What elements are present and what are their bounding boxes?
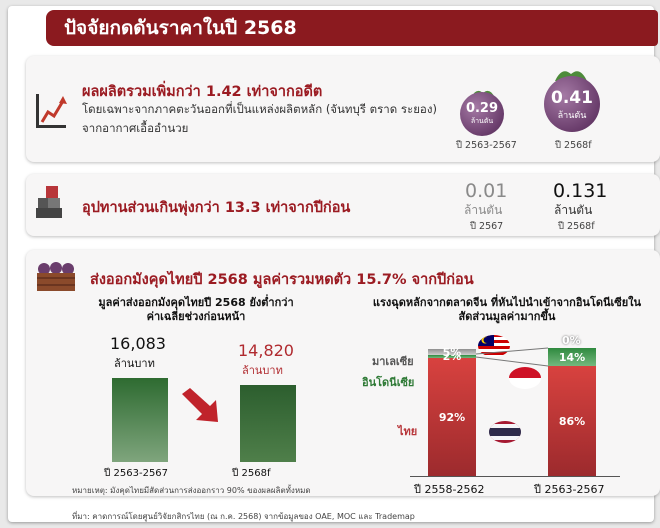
export-bar xyxy=(112,378,168,462)
down-arrow-icon xyxy=(180,388,224,428)
growth-chart-icon xyxy=(34,92,68,134)
page-title: ปัจจัยกดดันราคาในปี 2568 xyxy=(46,10,658,46)
production-body: โดยเฉพาะจากภาคตะวันออกที่เป็นแหล่งผลิตหล… xyxy=(82,102,437,135)
supply-past-unit: ล้านตัน xyxy=(464,203,503,217)
production-headline: ผลผลิตรวมเพิ่มกว่า 1.42 เท่าจากอดีต xyxy=(82,84,323,100)
export-left-title: มูลค่าส่งออกมังคุดไทยปี 2568 ยังต่ำกว่าค… xyxy=(98,296,294,323)
country-label: มาเลเซีย xyxy=(372,355,414,368)
stacked-bar: 86% 14% xyxy=(548,348,596,476)
thailand-flag-icon xyxy=(488,420,522,448)
indonesia-flag-icon xyxy=(508,366,542,394)
supply-current-period: ปี 2568f xyxy=(558,221,595,232)
source-note: ที่มา: คาดการณ์โดยศูนย์วิจัยกสิกรไทย (ณ … xyxy=(72,512,415,521)
export-note: หมายเหตุ: มังคุดไทยมีสัดส่วนการส่งออกราว… xyxy=(72,486,311,495)
export-bar xyxy=(240,385,296,462)
stacked-segment: 92% xyxy=(428,358,476,476)
production-current-period: ปี 2568f xyxy=(555,140,592,151)
export-right-title: แรงฉุดหลักจากตลาดจีน ที่หันไปนำเข้าจากอิ… xyxy=(372,296,642,323)
export-bar-value: 14,820 xyxy=(238,341,294,360)
share-x-tick: ปี 2558-2562 xyxy=(414,483,485,496)
production-past-value: 0.29 xyxy=(465,101,499,116)
production-current-unit: ล้านตัน xyxy=(557,111,587,121)
supply-current-unit: ล้านตัน xyxy=(554,203,593,217)
stacked-bar: 92% 2% 5% xyxy=(428,346,476,476)
supply-card xyxy=(26,174,660,236)
supply-headline: อุปทานส่วนเกินพุ่งกว่า 13.3 เท่าจากปีก่อ… xyxy=(82,200,351,216)
fruit-crate-icon xyxy=(36,262,76,296)
export-x-tick: ปี 2568f xyxy=(232,468,271,479)
export-x-tick: ปี 2563-2567 xyxy=(104,468,169,479)
export-bar-unit: ล้านบาท xyxy=(114,357,155,370)
export-bar-value: 16,083 xyxy=(110,334,166,353)
share-axis xyxy=(410,476,620,477)
surplus-boxes-icon xyxy=(36,186,64,224)
supply-past-value: 0.01 xyxy=(465,180,508,202)
stacked-segment: 14% xyxy=(548,348,596,366)
country-label: อินโดนีเซีย xyxy=(362,376,415,389)
country-label: ไทย xyxy=(398,425,418,438)
production-past-period: ปี 2563-2567 xyxy=(456,140,517,151)
supply-current-value: 0.131 xyxy=(553,180,608,202)
stacked-segment: 86% xyxy=(548,366,596,476)
export-headline: ส่งออกมังคุดไทยปี 2568 มูลค่ารวมหดตัว 15… xyxy=(90,272,474,288)
production-current-value: 0.41 xyxy=(551,88,593,108)
malaysia-flag-icon xyxy=(477,334,511,362)
share-x-tick: ปี 2563-2567 xyxy=(534,483,605,496)
production-past-unit: ล้านตัน xyxy=(470,117,494,125)
zero-share-label: 0% xyxy=(562,334,581,347)
production-past-fruit: 0.29 ล้านตัน xyxy=(460,92,504,136)
stacked-segment: 5% xyxy=(428,346,476,359)
export-bar-unit: ล้านบาท xyxy=(242,364,283,377)
production-current-fruit: 0.41 ล้านตัน xyxy=(544,76,600,132)
supply-past-period: ปี 2567 xyxy=(470,221,504,232)
